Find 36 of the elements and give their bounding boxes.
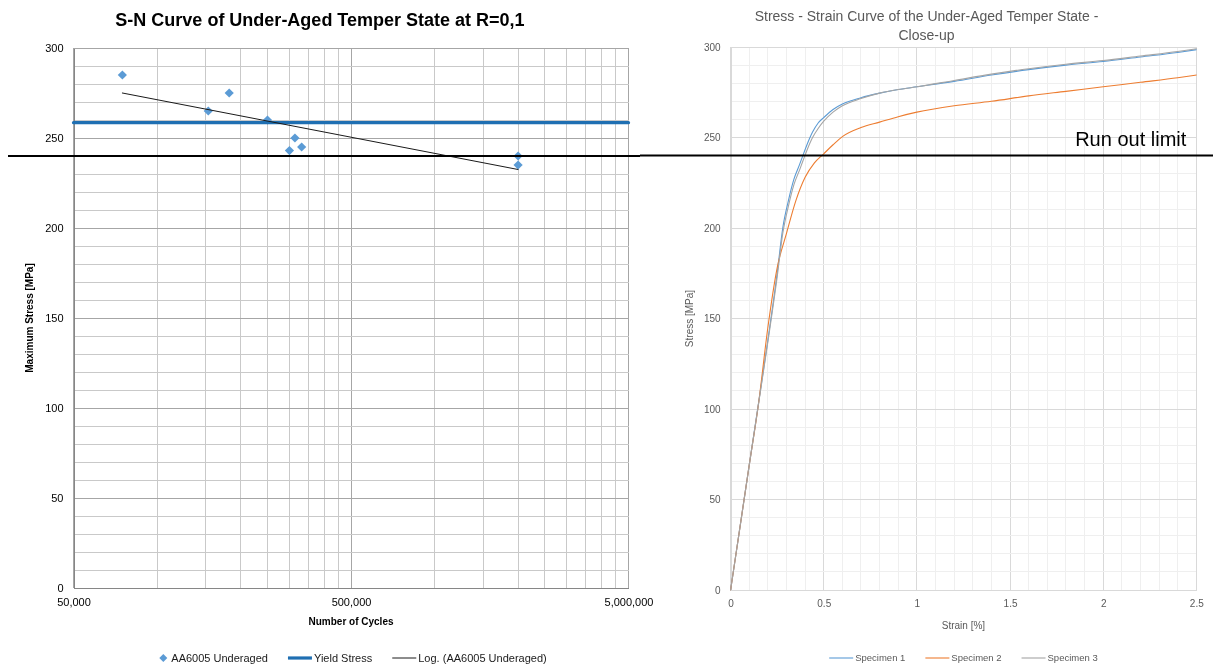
y-tick-label: 300: [703, 41, 722, 53]
x-tick-label: 1.5: [1003, 598, 1018, 610]
y-tick-label: 200: [703, 222, 722, 234]
y-tick-label: 0: [57, 582, 64, 595]
x-tick-label: 2.5: [1189, 598, 1205, 610]
y-tick-label: 50: [709, 494, 722, 506]
y-tick-label: 0: [715, 584, 722, 596]
y-tick-label: 250: [45, 132, 64, 145]
legend-label: Specimen 2: [951, 652, 1002, 664]
x-axis-title: Number of Cycles: [308, 616, 394, 627]
legend-label: AA6005 Underaged: [171, 651, 268, 664]
chart-title: S-N Curve of Under-Aged Temper State at R=0,1: [115, 10, 525, 30]
x-tick-label: 0.5: [817, 598, 832, 610]
y-tick-label: 300: [45, 42, 64, 55]
x-tick-label: 0: [728, 598, 735, 610]
y-axis-title: Maximum Stress [MPa]: [24, 263, 35, 373]
y-tick-label: 100: [703, 403, 722, 415]
x-tick-label: 500,000: [331, 595, 372, 608]
y-tick-label: 200: [45, 222, 64, 235]
y-tick-label: 50: [51, 492, 64, 505]
x-tick-label: 2: [1100, 598, 1107, 610]
y-axis-title: Stress [MPa]: [684, 289, 695, 348]
chart-title: Stress - Strain Curve of the Under-Aged Temper State - Close-up: [754, 8, 1099, 43]
y-tick-label: 250: [703, 132, 722, 144]
legend-label: Specimen 1: [855, 652, 906, 664]
ref-line-label: Run out limit: [1075, 127, 1187, 150]
legend-label: Specimen 3: [1047, 652, 1098, 664]
x-tick-label: 1: [914, 598, 921, 610]
x-tick-label: 50,000: [57, 595, 91, 608]
y-tick-label: 150: [45, 312, 64, 325]
x-tick-label: 5,000,000: [604, 595, 654, 608]
legend-label: Log. (AA6005 Underaged): [418, 651, 547, 664]
y-tick-label: 150: [703, 313, 722, 325]
legend-label: Yield Stress: [313, 651, 373, 664]
x-axis-title: Strain [%]: [941, 620, 986, 631]
y-tick-label: 100: [45, 402, 64, 415]
